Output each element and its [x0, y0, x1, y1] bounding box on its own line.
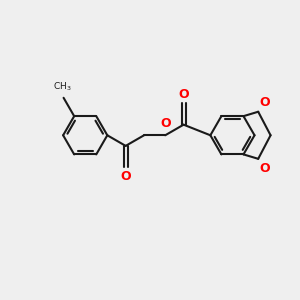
Text: O: O — [260, 162, 270, 175]
Text: O: O — [178, 88, 189, 100]
Text: O: O — [260, 96, 270, 109]
Text: CH$_3$: CH$_3$ — [53, 81, 71, 93]
Text: O: O — [120, 170, 131, 183]
Text: O: O — [160, 117, 170, 130]
